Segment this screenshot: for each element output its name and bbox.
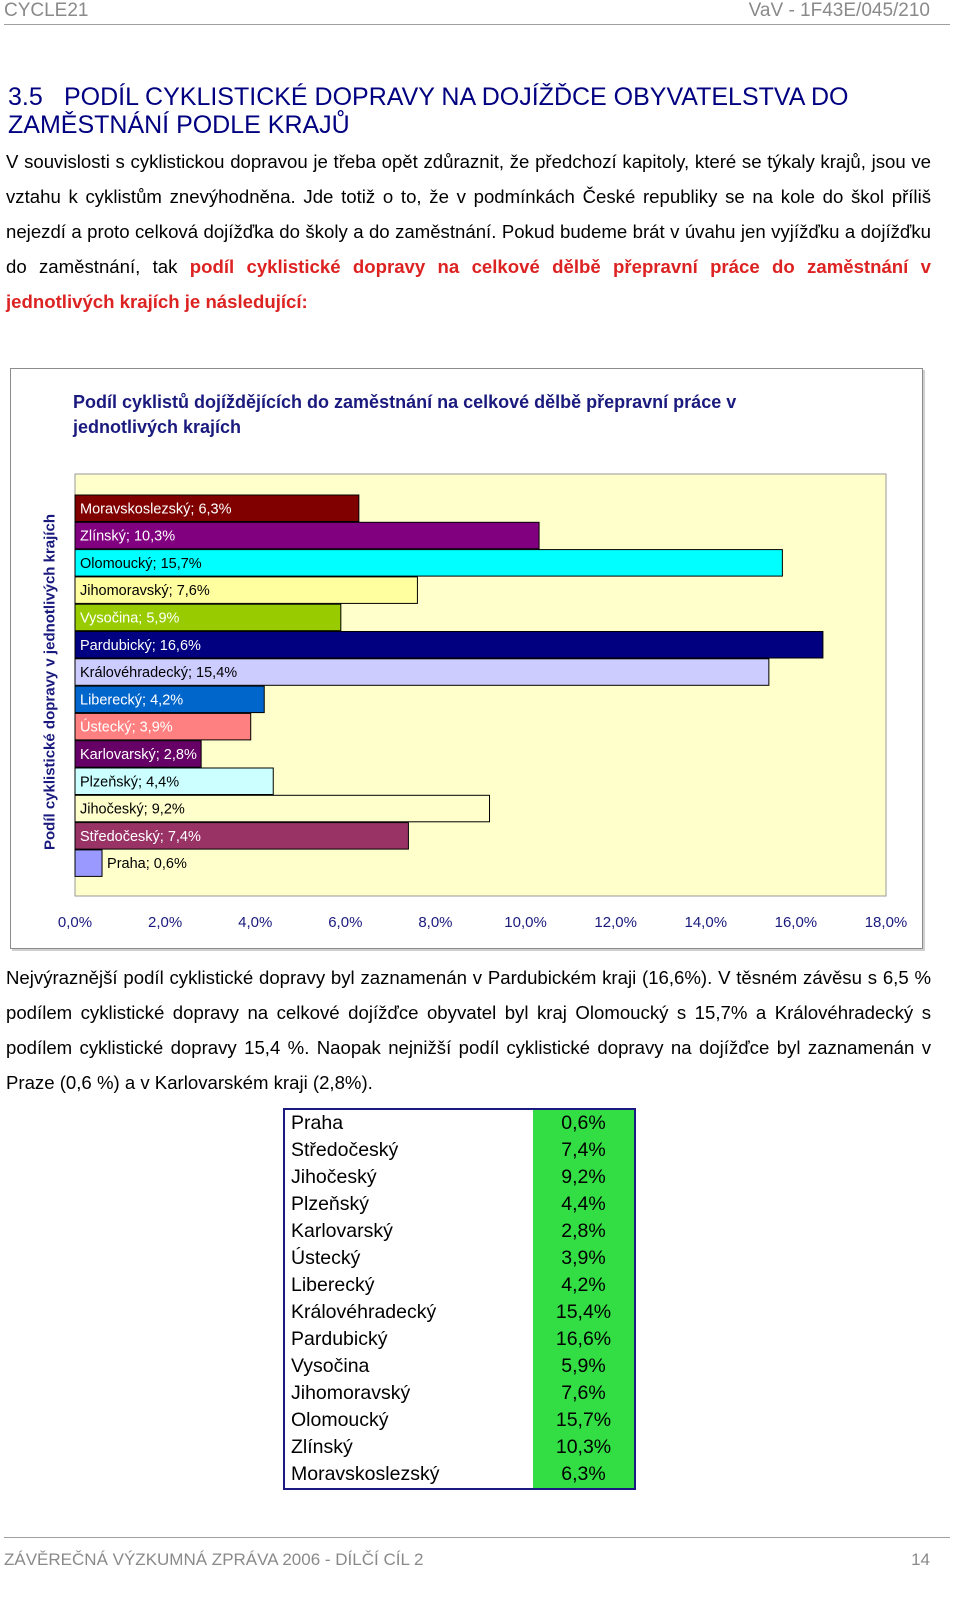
chart-bar — [74, 740, 202, 768]
chart-bar-label: Středočeský; 7,4% — [80, 829, 201, 845]
chart-bar — [74, 658, 770, 686]
table-cell-region: Jihočeský — [291, 1166, 377, 1188]
section-title: PODÍL CYKLISTICKÉ DOPRAVY NA DOJÍŽĎCE OB… — [8, 83, 849, 139]
chart-bar-label: Jihočeský; 9,2% — [80, 802, 185, 818]
chart-bar-label: Královéhradecký; 15,4% — [80, 665, 237, 681]
chart-bar — [74, 712, 252, 741]
chart-bar — [74, 549, 783, 577]
table-row: Vysočina 5,9% — [284, 1353, 635, 1380]
table-cell-region: Olomoucký — [291, 1409, 389, 1431]
table-cell-value: 16,6% — [533, 1326, 635, 1353]
table-cell-value: 0,6% — [533, 1109, 635, 1137]
table-cell-region: Liberecký — [291, 1274, 375, 1296]
table-cell-region: Jihomoravský — [291, 1382, 411, 1404]
intro-paragraph: V souvislosti s cyklistickou dopravou je… — [6, 144, 931, 319]
table-cell-value: 15,7% — [533, 1407, 635, 1434]
chart-bar-label: Karlovarský; 2,8% — [80, 747, 197, 763]
chart-bar-label: Olomoucký; 15,7% — [80, 556, 202, 572]
footer-rule — [4, 1537, 950, 1538]
table-row: Liberecký 4,2% — [284, 1272, 635, 1299]
chart-bar — [74, 521, 540, 550]
table-row: Ústecký 3,9% — [284, 1245, 635, 1272]
table-cell-region: Královéhradecký — [291, 1301, 437, 1323]
chart-x-tick-label: 10,0% — [504, 914, 547, 931]
header-rule — [4, 24, 950, 25]
chart-bar — [74, 685, 265, 714]
table-row: Zlínský 10,3% — [284, 1434, 635, 1461]
chart-x-tick-label: 12,0% — [594, 914, 637, 931]
chart-x-tick-label: 6,0% — [328, 914, 362, 931]
footer-page-number: 14 — [911, 1550, 930, 1569]
table-cell-value: 7,6% — [533, 1380, 635, 1407]
chart-x-tick-label: 18,0% — [865, 914, 908, 931]
chart-x-tick-label: 16,0% — [775, 914, 818, 931]
chart-bar-label: Vysočina; 5,9% — [80, 610, 180, 626]
table-cell-region: Karlovarský — [291, 1220, 393, 1242]
table-cell-region: Pardubický — [291, 1328, 388, 1350]
table-cell-region: Plzeňský — [291, 1193, 370, 1215]
chart-bar — [74, 849, 103, 877]
chart-bar — [74, 576, 418, 604]
header-right: VaV - 1F43E/045/210 — [748, 0, 930, 21]
footer-left: ZÁVĚREČNÁ VÝZKUMNÁ ZPRÁVA 2006 - DÍLČÍ C… — [4, 1550, 424, 1569]
chart-bar-label: Liberecký; 4,2% — [80, 692, 183, 708]
table-row: Moravskoslezský 6,3% — [284, 1461, 635, 1489]
chart-bar — [74, 494, 360, 522]
table-row: Jihomoravský 7,6% — [284, 1380, 635, 1407]
region-share-table: Praha 0,6% Středočeský 7,4% Jihočeský 9,2% Plz… — [283, 1108, 636, 1490]
table-cell-value: 6,3% — [533, 1461, 635, 1489]
chart-x-ticks: 0,0% 2,0% 4,0% 6,0% 8,0% 10,0% 12,0% 14,0% 16,0%… — [58, 914, 907, 931]
table-cell-value: 4,2% — [533, 1272, 635, 1299]
chart-bar-label: Jihomoravský; 7,6% — [80, 583, 210, 599]
section-number: 3.5 — [8, 83, 43, 111]
chart-bar-label: Zlínský; 10,3% — [80, 529, 175, 545]
chart-bar-label: Moravskoslezský; 6,3% — [80, 501, 232, 517]
chart-frame — [10, 368, 923, 949]
section-heading: 3.5 PODÍL CYKLISTICKÉ DOPRAVY NA DOJÍŽĎCE… — [8, 83, 938, 139]
table-cell-region: Vysočina — [291, 1355, 370, 1377]
table-cell-value: 15,4% — [533, 1299, 635, 1326]
table-cell-value: 10,3% — [533, 1434, 635, 1461]
table-cell-value: 5,9% — [533, 1353, 635, 1380]
chart-x-tick-label: 2,0% — [148, 914, 182, 931]
table-cell-region: Ústecký — [291, 1247, 361, 1269]
table-cell-value: 9,2% — [533, 1164, 635, 1191]
chart-x-tick-label: 8,0% — [418, 914, 452, 931]
table-cell-region: Praha — [291, 1112, 344, 1134]
chart-bar-label: Ústecký; 3,9% — [80, 719, 173, 736]
summary-paragraph: Nejvýraznější podíl cyklistické dopravy … — [6, 967, 931, 1093]
chart-bar — [74, 631, 824, 659]
table-row: Královéhradecký 15,4% — [284, 1299, 635, 1326]
chart-bar — [74, 767, 274, 795]
table-row: Středočeský 7,4% — [284, 1137, 635, 1164]
table-cell-region: Středočeský — [291, 1139, 399, 1161]
chart-bar — [74, 794, 491, 823]
table-row: Pardubický 16,6% — [284, 1326, 635, 1353]
chart-bar — [74, 603, 342, 632]
table-row: Jihočeský 9,2% — [284, 1164, 635, 1191]
chart-bar-label: Praha; 0,6% — [107, 856, 187, 872]
table-row: Olomoucký 15,7% — [284, 1407, 635, 1434]
table-row: Karlovarský 2,8% — [284, 1218, 635, 1245]
chart-bars: Moravskoslezský; 6,3% Zlínský; 10,3% Olomo… — [74, 494, 824, 877]
chart-x-tick-label: 0,0% — [58, 914, 92, 931]
table-cell-value: 3,9% — [533, 1245, 635, 1272]
table-cell-region: Moravskoslezský — [291, 1463, 440, 1485]
bar-chart: Moravskoslezský; 6,3% Zlínský; 10,3% Olomo… — [58, 473, 907, 931]
chart-bar-label: Pardubický; 16,6% — [80, 638, 201, 654]
table-cell-value: 7,4% — [533, 1137, 635, 1164]
table-cell-value: 2,8% — [533, 1218, 635, 1245]
table-row: Praha 0,6% — [284, 1109, 635, 1137]
chart-x-tick-label: 14,0% — [685, 914, 728, 931]
chart-x-tick-label: 4,0% — [238, 914, 272, 931]
header-left: CYCLE21 — [4, 0, 89, 21]
chart-bar-label: Plzeňský; 4,4% — [80, 774, 179, 790]
table-row: Plzeňský 4,4% — [284, 1191, 635, 1218]
table-cell-region: Zlínský — [291, 1436, 353, 1458]
intro-highlight: podíl cyklistické dopravy na celkové děl… — [6, 256, 931, 312]
table-cell-value: 4,4% — [533, 1191, 635, 1218]
chart-bar — [74, 822, 409, 850]
intro-text: V souvislosti s cyklistickou dopravou je… — [6, 151, 931, 277]
chart-title: Podíl cyklistů dojíždějících do zaměstná… — [73, 392, 737, 437]
